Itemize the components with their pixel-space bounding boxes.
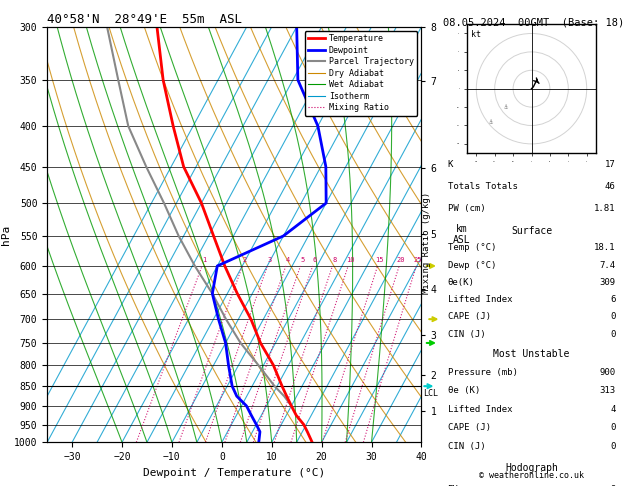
Text: Lifted Index: Lifted Index — [448, 405, 512, 414]
Text: ⚓: ⚓ — [504, 104, 508, 110]
Text: Mixing Ratio (g/kg): Mixing Ratio (g/kg) — [422, 192, 431, 294]
Text: Temp (°C): Temp (°C) — [448, 243, 496, 252]
Text: Most Unstable: Most Unstable — [493, 349, 570, 359]
Text: ⚓: ⚓ — [489, 119, 493, 125]
Text: 4: 4 — [286, 257, 290, 263]
Text: 5: 5 — [301, 257, 304, 263]
Text: 08.05.2024  00GMT  (Base: 18): 08.05.2024 00GMT (Base: 18) — [443, 17, 624, 27]
Text: © weatheronline.co.uk: © weatheronline.co.uk — [479, 471, 584, 480]
Text: Surface: Surface — [511, 226, 552, 236]
Text: 17: 17 — [604, 160, 615, 170]
Text: 8: 8 — [332, 257, 337, 263]
Text: CIN (J): CIN (J) — [448, 330, 485, 339]
Text: 3: 3 — [267, 257, 272, 263]
Text: 1: 1 — [202, 257, 206, 263]
Text: 2: 2 — [242, 257, 247, 263]
Text: 46: 46 — [604, 182, 615, 191]
Text: 313: 313 — [599, 386, 615, 395]
Text: Pressure (mb): Pressure (mb) — [448, 368, 518, 377]
Text: 7.4: 7.4 — [599, 260, 615, 270]
Text: Hodograph: Hodograph — [505, 463, 558, 473]
Text: 25: 25 — [414, 257, 422, 263]
X-axis label: Dewpoint / Temperature (°C): Dewpoint / Temperature (°C) — [143, 468, 325, 478]
Text: 0: 0 — [610, 312, 615, 321]
Y-axis label: hPa: hPa — [1, 225, 11, 244]
Text: θe(K): θe(K) — [448, 278, 474, 287]
Text: 309: 309 — [599, 278, 615, 287]
Legend: Temperature, Dewpoint, Parcel Trajectory, Dry Adiabat, Wet Adiabat, Isotherm, Mi: Temperature, Dewpoint, Parcel Trajectory… — [305, 31, 417, 116]
Text: 6: 6 — [313, 257, 317, 263]
Text: θe (K): θe (K) — [448, 386, 480, 395]
Y-axis label: km
ASL: km ASL — [452, 224, 470, 245]
Text: LCL: LCL — [423, 389, 438, 398]
Text: CAPE (J): CAPE (J) — [448, 423, 491, 432]
Text: 4: 4 — [610, 405, 615, 414]
Text: Totals Totals: Totals Totals — [448, 182, 518, 191]
Text: CAPE (J): CAPE (J) — [448, 312, 491, 321]
Text: 10: 10 — [346, 257, 354, 263]
Text: 18.1: 18.1 — [594, 243, 615, 252]
Text: kt: kt — [470, 30, 481, 39]
Text: 20: 20 — [397, 257, 405, 263]
Text: 0: 0 — [610, 442, 615, 451]
Text: K: K — [448, 160, 453, 170]
Text: 0: 0 — [610, 423, 615, 432]
Text: Lifted Index: Lifted Index — [448, 295, 512, 304]
Text: Dewp (°C): Dewp (°C) — [448, 260, 496, 270]
Text: 1.81: 1.81 — [594, 204, 615, 213]
Text: CIN (J): CIN (J) — [448, 442, 485, 451]
Text: 0: 0 — [610, 330, 615, 339]
Text: 900: 900 — [599, 368, 615, 377]
Text: 6: 6 — [610, 295, 615, 304]
Text: 40°58'N  28°49'E  55m  ASL: 40°58'N 28°49'E 55m ASL — [47, 13, 242, 26]
Text: PW (cm): PW (cm) — [448, 204, 485, 213]
Text: 15: 15 — [376, 257, 384, 263]
